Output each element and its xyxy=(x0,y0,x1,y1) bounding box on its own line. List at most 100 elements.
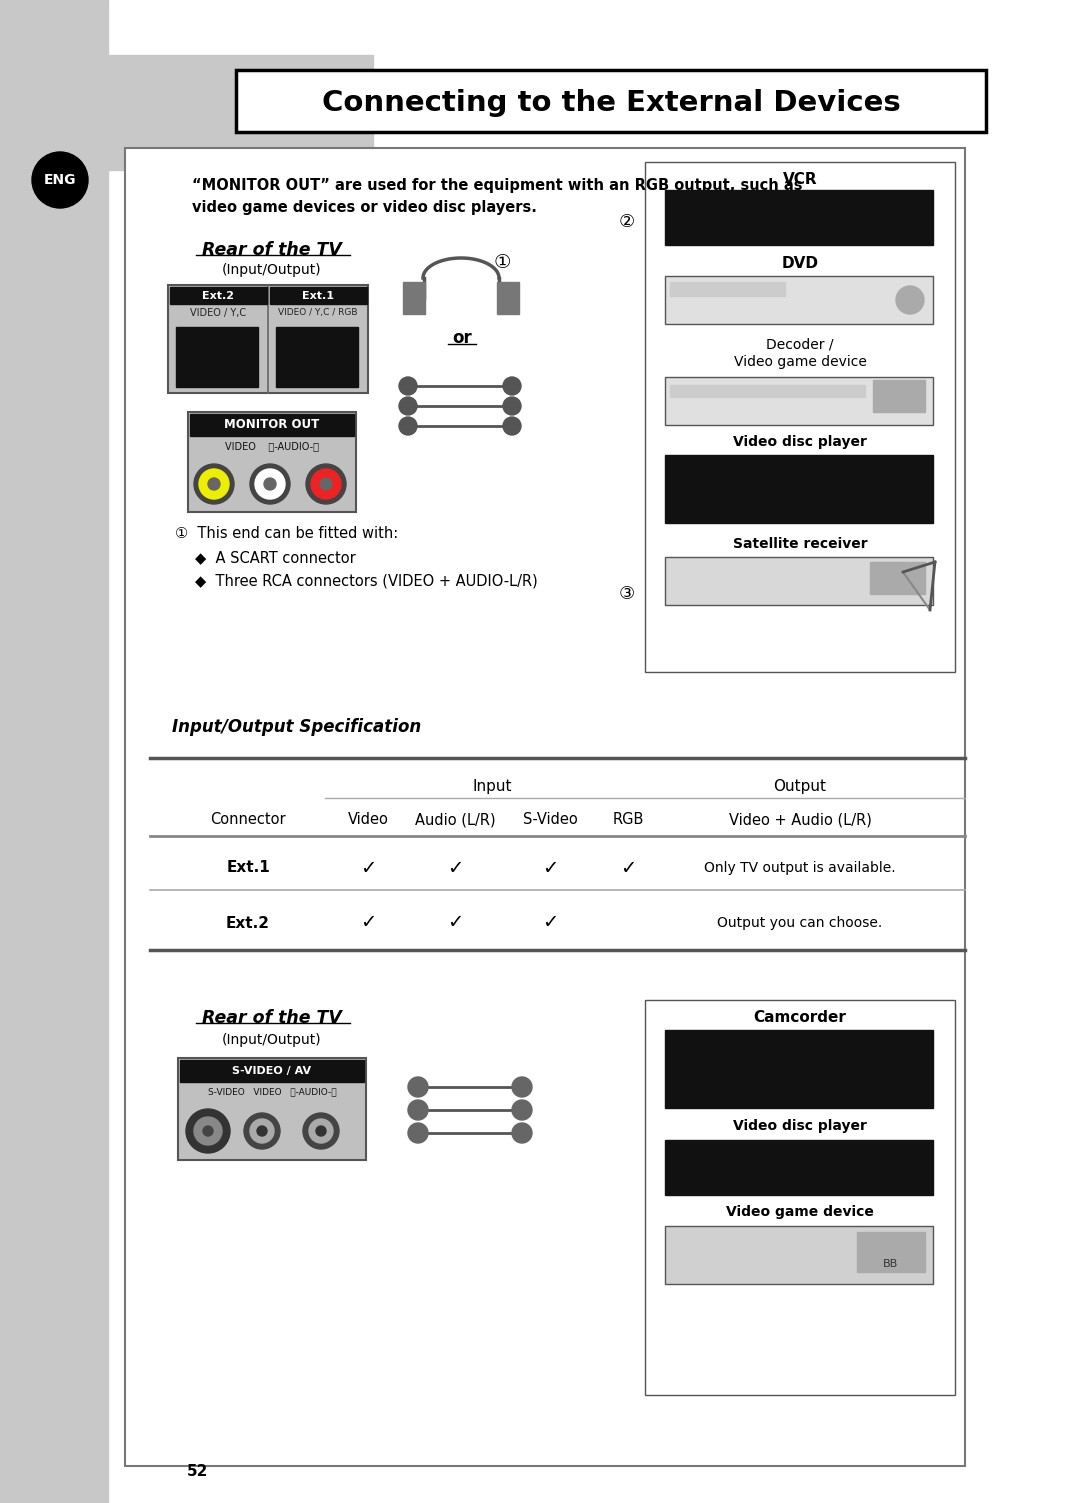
Circle shape xyxy=(503,397,521,415)
Text: Video game device: Video game device xyxy=(726,1205,874,1219)
Text: Video + Audio (L/R): Video + Audio (L/R) xyxy=(729,813,872,828)
Text: Connecting to the External Devices: Connecting to the External Devices xyxy=(322,89,901,117)
Text: ◆  A SCART connector: ◆ A SCART connector xyxy=(195,550,355,565)
Bar xyxy=(168,286,368,392)
Text: Camcorder: Camcorder xyxy=(754,1010,847,1025)
Bar xyxy=(190,413,354,436)
Bar xyxy=(665,455,933,523)
Circle shape xyxy=(186,1109,230,1153)
Text: Ext.1: Ext.1 xyxy=(226,861,270,876)
Text: Video disc player: Video disc player xyxy=(733,434,867,449)
Text: Video: Video xyxy=(348,813,389,828)
Bar xyxy=(403,283,426,314)
Text: ①: ① xyxy=(494,253,511,272)
Circle shape xyxy=(194,464,234,504)
Text: ✓: ✓ xyxy=(447,858,463,878)
Text: ENG: ENG xyxy=(44,173,77,186)
Circle shape xyxy=(503,416,521,434)
Text: ①  This end can be fitted with:: ① This end can be fitted with: xyxy=(175,526,399,541)
Circle shape xyxy=(399,416,417,434)
Text: Decoder /: Decoder / xyxy=(766,337,834,352)
Circle shape xyxy=(309,1120,333,1142)
Bar xyxy=(497,283,519,314)
Circle shape xyxy=(257,1126,267,1136)
Circle shape xyxy=(199,469,229,499)
Bar xyxy=(180,1060,364,1082)
Bar xyxy=(276,328,357,386)
Text: “MONITOR OUT” are used for the equipment with an RGB output, such as: “MONITOR OUT” are used for the equipment… xyxy=(192,177,802,192)
Text: VCR: VCR xyxy=(783,173,818,188)
Circle shape xyxy=(512,1123,532,1142)
Circle shape xyxy=(399,377,417,395)
Text: ✓: ✓ xyxy=(542,914,558,932)
Text: Input: Input xyxy=(472,779,512,794)
Text: ③: ③ xyxy=(619,585,635,603)
Text: ◆  Three RCA connectors (VIDEO + AUDIO-L/R): ◆ Three RCA connectors (VIDEO + AUDIO-L/… xyxy=(195,573,538,588)
Text: S-VIDEO / AV: S-VIDEO / AV xyxy=(232,1066,311,1076)
Circle shape xyxy=(399,397,417,415)
Text: (Input/Output): (Input/Output) xyxy=(222,263,322,277)
Circle shape xyxy=(503,377,521,395)
Text: Rear of the TV: Rear of the TV xyxy=(202,1009,342,1027)
Text: Video game device: Video game device xyxy=(733,355,866,370)
Circle shape xyxy=(255,469,285,499)
Text: ✓: ✓ xyxy=(360,858,376,878)
Circle shape xyxy=(512,1078,532,1097)
Circle shape xyxy=(32,152,87,207)
Circle shape xyxy=(244,1114,280,1148)
Text: S-Video: S-Video xyxy=(523,813,578,828)
Bar xyxy=(108,56,373,170)
Bar xyxy=(178,1058,366,1160)
Text: Ext.2: Ext.2 xyxy=(202,292,234,301)
Circle shape xyxy=(311,469,341,499)
Bar xyxy=(665,1030,933,1108)
Text: video game devices or video disc players.: video game devices or video disc players… xyxy=(192,200,537,215)
Text: ✓: ✓ xyxy=(447,914,463,932)
Circle shape xyxy=(303,1114,339,1148)
Circle shape xyxy=(408,1100,428,1120)
Circle shape xyxy=(249,464,291,504)
Text: 52: 52 xyxy=(187,1464,208,1479)
Text: Satellite receiver: Satellite receiver xyxy=(732,537,867,552)
Text: DVD: DVD xyxy=(782,257,819,272)
Bar xyxy=(665,377,933,425)
Text: Output you can choose.: Output you can choose. xyxy=(717,915,882,930)
Text: Audio (L/R): Audio (L/R) xyxy=(415,813,496,828)
Text: Rear of the TV: Rear of the TV xyxy=(202,240,342,259)
Bar xyxy=(858,1232,924,1272)
Bar xyxy=(237,71,986,132)
Bar xyxy=(873,380,924,412)
Bar xyxy=(0,0,108,1503)
Circle shape xyxy=(264,478,276,490)
Bar xyxy=(870,562,924,594)
Circle shape xyxy=(203,1126,213,1136)
Circle shape xyxy=(249,1120,274,1142)
Text: Video disc player: Video disc player xyxy=(733,1120,867,1133)
Bar xyxy=(665,189,933,245)
Text: Connector: Connector xyxy=(210,813,285,828)
Text: S-VIDEO   VIDEO   ⓪-AUDIO-Ⓡ: S-VIDEO VIDEO ⓪-AUDIO-Ⓡ xyxy=(207,1088,336,1097)
Text: Output: Output xyxy=(773,779,826,794)
Text: ✓: ✓ xyxy=(542,858,558,878)
Text: Only TV output is available.: Only TV output is available. xyxy=(704,861,895,875)
Bar xyxy=(665,277,933,325)
Bar xyxy=(176,328,258,386)
Text: Ext.1: Ext.1 xyxy=(302,292,334,301)
Bar xyxy=(270,287,367,304)
Bar xyxy=(665,558,933,606)
Bar xyxy=(670,283,785,296)
Circle shape xyxy=(306,464,346,504)
Text: Input/Output Specification: Input/Output Specification xyxy=(172,718,421,736)
Circle shape xyxy=(408,1078,428,1097)
Bar xyxy=(188,412,356,513)
Text: VIDEO    ⓪-AUDIO-Ⓡ: VIDEO ⓪-AUDIO-Ⓡ xyxy=(225,440,319,451)
Text: BB: BB xyxy=(883,1260,899,1269)
Circle shape xyxy=(512,1100,532,1120)
Circle shape xyxy=(208,478,220,490)
Text: Ext.2: Ext.2 xyxy=(226,915,270,930)
Text: (Input/Output): (Input/Output) xyxy=(222,1033,322,1048)
Bar xyxy=(665,1139,933,1195)
Bar xyxy=(170,287,267,304)
Text: ✓: ✓ xyxy=(360,914,376,932)
Text: ②: ② xyxy=(619,213,635,231)
